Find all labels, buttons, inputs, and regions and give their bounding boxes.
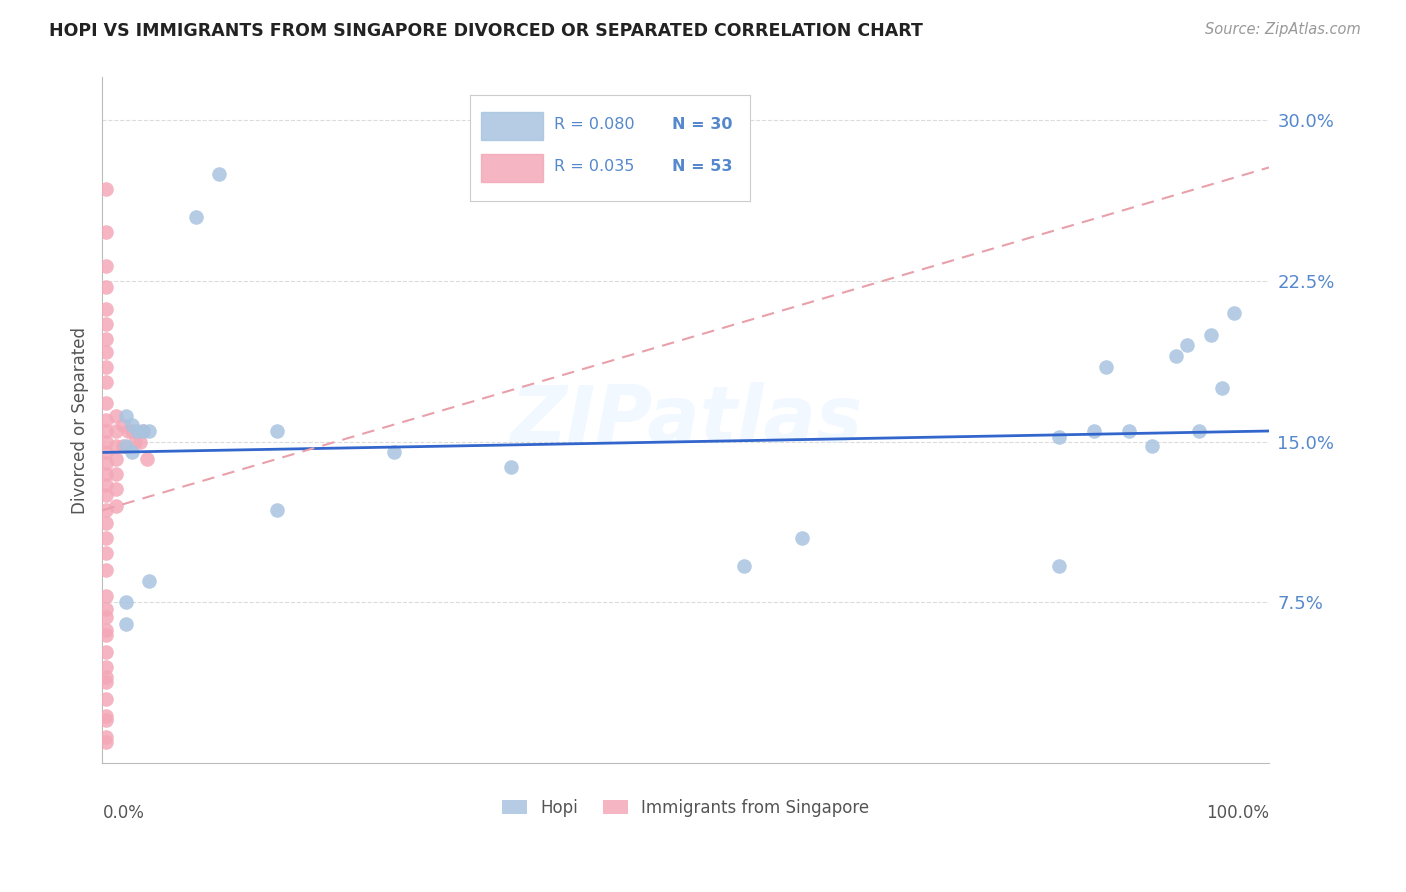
Point xyxy=(94,467,117,481)
Point xyxy=(208,167,231,181)
Legend: Hopi, Immigrants from Singapore: Hopi, Immigrants from Singapore xyxy=(495,792,876,823)
Point xyxy=(266,424,288,438)
Point xyxy=(94,735,117,749)
Point xyxy=(117,424,139,438)
Point xyxy=(499,460,522,475)
Point xyxy=(266,503,288,517)
Point xyxy=(1177,338,1199,352)
Point xyxy=(121,424,143,438)
Point xyxy=(132,424,155,438)
Point xyxy=(94,413,117,427)
Y-axis label: Divorced or Separated: Divorced or Separated xyxy=(72,326,89,514)
Point xyxy=(94,627,117,641)
Point xyxy=(94,709,117,723)
Point xyxy=(1211,381,1233,395)
Point xyxy=(94,731,117,745)
Point xyxy=(94,516,117,530)
Point xyxy=(138,574,160,588)
Point xyxy=(94,610,117,624)
Point xyxy=(94,280,117,294)
Point xyxy=(94,456,117,470)
Point xyxy=(114,616,136,631)
Point xyxy=(1142,439,1164,453)
Point xyxy=(1188,424,1211,438)
Point xyxy=(1164,349,1187,363)
Point xyxy=(94,344,117,359)
Point xyxy=(184,210,207,224)
Point xyxy=(105,467,128,481)
Point xyxy=(128,434,150,449)
Point xyxy=(94,225,117,239)
Point xyxy=(94,424,117,438)
Point xyxy=(94,659,117,673)
Point xyxy=(94,546,117,560)
Point xyxy=(94,563,117,577)
Text: Source: ZipAtlas.com: Source: ZipAtlas.com xyxy=(1205,22,1361,37)
Point xyxy=(94,477,117,491)
Point xyxy=(105,439,128,453)
Point xyxy=(112,417,135,432)
Point xyxy=(94,434,117,449)
Point xyxy=(733,559,755,574)
Point xyxy=(1223,306,1246,320)
Point xyxy=(114,439,136,453)
Point xyxy=(114,409,136,423)
Point xyxy=(94,674,117,689)
Point xyxy=(382,445,405,459)
Point xyxy=(105,451,128,466)
Point xyxy=(1083,424,1105,438)
Point xyxy=(94,624,117,638)
Text: 0.0%: 0.0% xyxy=(103,805,145,822)
Point xyxy=(94,589,117,603)
Point xyxy=(105,482,128,496)
Point xyxy=(1199,327,1222,342)
Point xyxy=(105,499,128,513)
Point xyxy=(94,645,117,659)
Point xyxy=(105,409,128,423)
Point xyxy=(132,424,155,438)
Point xyxy=(121,445,143,459)
Point xyxy=(94,359,117,374)
Point xyxy=(1118,424,1140,438)
Point xyxy=(121,417,143,432)
Point xyxy=(124,434,146,449)
Point xyxy=(1094,359,1116,374)
Point xyxy=(127,424,149,438)
Point xyxy=(94,445,117,459)
Text: HOPI VS IMMIGRANTS FROM SINGAPORE DIVORCED OR SEPARATED CORRELATION CHART: HOPI VS IMMIGRANTS FROM SINGAPORE DIVORC… xyxy=(49,22,924,40)
Point xyxy=(94,670,117,684)
Point xyxy=(94,375,117,389)
Point xyxy=(94,396,117,410)
Point xyxy=(138,424,160,438)
Text: 100.0%: 100.0% xyxy=(1206,805,1270,822)
Point xyxy=(94,488,117,502)
Point xyxy=(792,531,814,545)
Point xyxy=(135,451,157,466)
Point xyxy=(94,531,117,545)
Point xyxy=(1047,559,1070,574)
Point xyxy=(94,259,117,273)
Point xyxy=(94,691,117,706)
Point xyxy=(114,595,136,609)
Point xyxy=(94,317,117,331)
Point xyxy=(94,503,117,517)
Point xyxy=(94,713,117,727)
Point xyxy=(94,182,117,196)
Point xyxy=(94,332,117,346)
Point xyxy=(112,439,135,453)
Text: ZIPatlas: ZIPatlas xyxy=(509,383,862,458)
Point xyxy=(94,602,117,616)
Point xyxy=(105,424,128,438)
Point xyxy=(1047,430,1070,444)
Point xyxy=(94,301,117,316)
